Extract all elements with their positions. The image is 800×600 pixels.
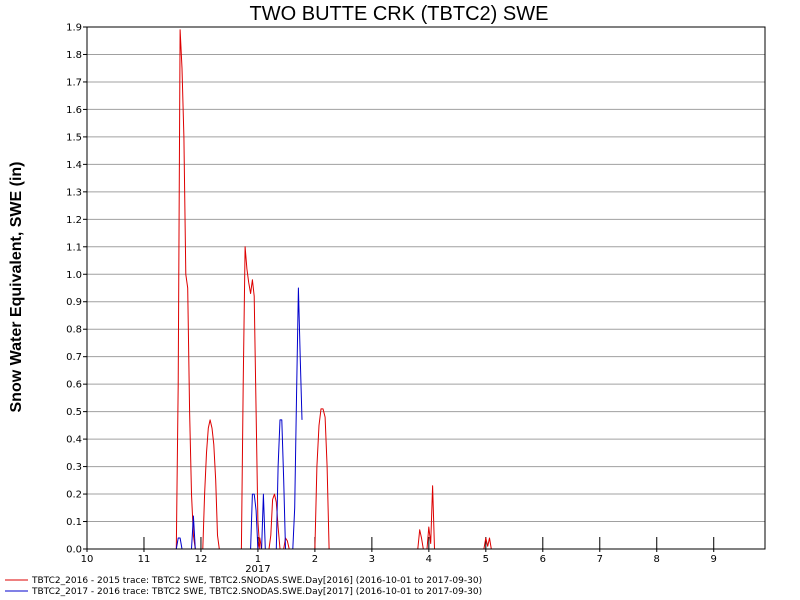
x-tick-label: 2: [312, 554, 318, 565]
x-tick-label: 1: [255, 554, 261, 565]
y-tick-label: 1.5: [66, 132, 82, 143]
y-axis-ticks: 0.0 0.1 0.2 0.3 0.4 0.5 0.6 0.7 0.8 0.9 1.0 1.1 1.2 1…: [66, 23, 87, 556]
plot-area-frame: [86, 26, 766, 550]
x-tick-label: 9: [711, 554, 717, 565]
y-tick-label: 0.5: [66, 407, 82, 418]
y-tick-label: 0.4: [66, 435, 82, 446]
y-tick-label: 1.3: [66, 187, 82, 198]
series-line-1: [175, 29, 492, 550]
y-axis-label: Snow Water Equivalent, SWE (in): [8, 162, 25, 413]
y-tick-label: 0.7: [66, 352, 82, 363]
x-tick-label: 6: [540, 554, 546, 565]
legend: TBTC2_2016 - 2015 trace: TBTC2 SWE, TBTC…: [5, 576, 482, 597]
y-tick-label: 0.9: [66, 297, 82, 308]
y-tick-label: 0.8: [66, 325, 82, 336]
series-lines: [175, 29, 492, 550]
x-tick-label: 7: [597, 554, 603, 565]
x-tick-label: 12: [195, 554, 208, 565]
x-tick-label: 8: [654, 554, 660, 565]
y-tick-label: 1.7: [66, 77, 82, 88]
y-tick-label: 0.0: [66, 545, 82, 556]
legend-label: TBTC2_2016 - 2015 trace: TBTC2 SWE, TBTC…: [31, 576, 482, 586]
chart-title: TWO BUTTE CRK (TBTC2) SWE: [250, 3, 549, 25]
x-tick-label: 5: [483, 554, 489, 565]
y-tick-label: 1.0: [66, 270, 82, 281]
y-tick-label: 1.2: [66, 215, 82, 226]
gridlines: [87, 26, 765, 550]
series-line-2: [175, 287, 303, 550]
y-tick-label: 1.4: [66, 160, 82, 171]
y-tick-label: 0.6: [66, 380, 82, 391]
y-tick-label: 0.3: [66, 462, 82, 473]
y-tick-label: 0.1: [66, 517, 82, 528]
y-tick-label: 1.8: [66, 50, 82, 61]
y-tick-label: 0.2: [66, 490, 82, 501]
x-year-label: 2017: [245, 564, 270, 575]
x-tick-label: 4: [426, 554, 432, 565]
y-tick-label: 1.6: [66, 105, 82, 116]
y-tick-label: 1.9: [66, 23, 82, 34]
x-tick-label: 3: [369, 554, 375, 565]
x-tick-label: 11: [138, 554, 151, 565]
x-tick-label: 10: [81, 554, 94, 565]
y-tick-label: 1.1: [66, 242, 82, 253]
legend-label: TBTC2_2017 - 2016 trace: TBTC2 SWE, TBTC…: [31, 587, 482, 597]
